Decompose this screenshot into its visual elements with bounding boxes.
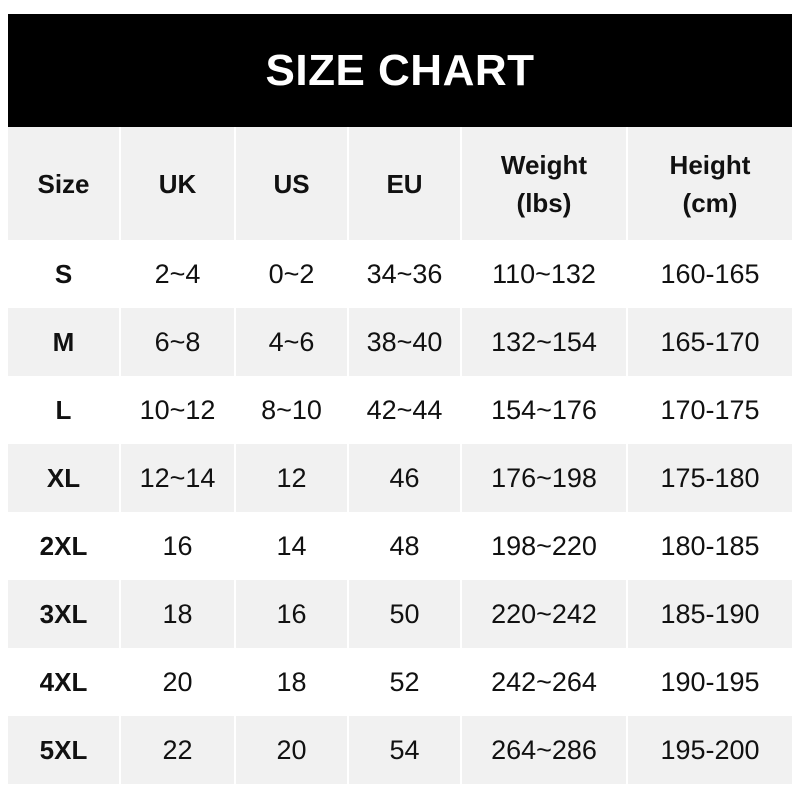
table-row: S 2~4 0~2 34~36 110~132 160-165 <box>8 240 792 308</box>
cell-uk: 18 <box>119 580 235 648</box>
cell-uk: 6~8 <box>119 308 235 376</box>
cell-weight: 132~154 <box>460 308 627 376</box>
cell-eu: 38~40 <box>347 308 461 376</box>
cell-us: 18 <box>234 648 348 716</box>
cell-eu: 46 <box>347 444 461 512</box>
cell-size: L <box>55 394 72 425</box>
cell-size: XL <box>8 444 120 512</box>
column-header-line: Weight <box>500 149 588 180</box>
cell-height: 185-190 <box>626 580 792 648</box>
column-header-size: Size <box>8 127 120 240</box>
cell-us: 8~10 <box>234 376 348 444</box>
column-header-line: (cm) <box>682 187 738 218</box>
cell-uk: 2~4 <box>119 240 235 308</box>
cell-eu: 48 <box>347 512 461 580</box>
cell-size: 2XL <box>39 530 88 561</box>
cell-weight: 242~264 <box>460 648 627 716</box>
cell-weight: 220~242 <box>460 580 627 648</box>
header-row: Size UK US EU Weight (lbs) Height (cm) <box>8 127 792 240</box>
cell-us: 16 <box>234 580 348 648</box>
table-row: 3XL 18 16 50 220~242 185-190 <box>8 580 792 648</box>
cell-weight: 198~220 <box>460 512 627 580</box>
cell-size: 4XL <box>39 666 88 697</box>
column-header-us: US <box>234 127 348 240</box>
cell-weight: 110~132 <box>460 240 627 308</box>
cell-uk: 12~14 <box>119 444 235 512</box>
table-row: 4XL 20 18 52 242~264 190-195 <box>8 648 792 716</box>
cell-us: 12 <box>234 444 348 512</box>
column-header-line: EU <box>386 168 423 199</box>
table-row: L 10~12 8~10 42~44 154~176 170-175 <box>8 376 792 444</box>
column-header-eu: EU <box>347 127 461 240</box>
cell-us: 0~2 <box>234 240 348 308</box>
table-row: 5XL 22 20 54 264~286 195-200 <box>8 716 792 784</box>
column-header-weight: Weight (lbs) <box>460 127 627 240</box>
column-header-height: Height (cm) <box>626 127 792 240</box>
cell-uk: 16 <box>119 512 235 580</box>
cell-size: 5XL <box>8 716 120 784</box>
cell-eu: 54 <box>347 716 461 784</box>
column-header-line: US <box>273 168 310 199</box>
column-header-line: Size <box>37 168 90 199</box>
cell-height: 160-165 <box>626 240 792 308</box>
table-row: XL 12~14 12 46 176~198 175-180 <box>8 444 792 512</box>
cell-weight: 176~198 <box>460 444 627 512</box>
cell-us: 4~6 <box>234 308 348 376</box>
cell-weight: 264~286 <box>460 716 627 784</box>
cell-height: 170-175 <box>626 376 792 444</box>
cell-size: 3XL <box>8 580 120 648</box>
cell-height: 195-200 <box>626 716 792 784</box>
cell-height: 180-185 <box>626 512 792 580</box>
cell-us: 20 <box>234 716 348 784</box>
cell-uk: 20 <box>119 648 235 716</box>
cell-eu: 34~36 <box>347 240 461 308</box>
cell-height: 190-195 <box>626 648 792 716</box>
cell-uk: 22 <box>119 716 235 784</box>
column-header-line: Height <box>669 149 751 180</box>
cell-us: 14 <box>234 512 348 580</box>
cell-height: 165-170 <box>626 308 792 376</box>
column-header-line: (lbs) <box>516 187 572 218</box>
cell-height: 175-180 <box>626 444 792 512</box>
size-chart-table: Size UK US EU Weight (lbs) Height (cm) S 2~4 0~2 3… <box>8 127 792 784</box>
table-row: M 6~8 4~6 38~40 132~154 165-170 <box>8 308 792 376</box>
cell-uk: 10~12 <box>119 376 235 444</box>
cell-eu: 50 <box>347 580 461 648</box>
cell-weight: 154~176 <box>460 376 627 444</box>
cell-size: S <box>54 258 73 289</box>
cell-size: M <box>8 308 120 376</box>
column-header-uk: UK <box>119 127 235 240</box>
cell-eu: 52 <box>347 648 461 716</box>
cell-eu: 42~44 <box>347 376 461 444</box>
column-header-line: UK <box>158 168 197 199</box>
table-row: 2XL 16 14 48 198~220 180-185 <box>8 512 792 580</box>
size-chart-title: SIZE CHART <box>8 14 792 127</box>
